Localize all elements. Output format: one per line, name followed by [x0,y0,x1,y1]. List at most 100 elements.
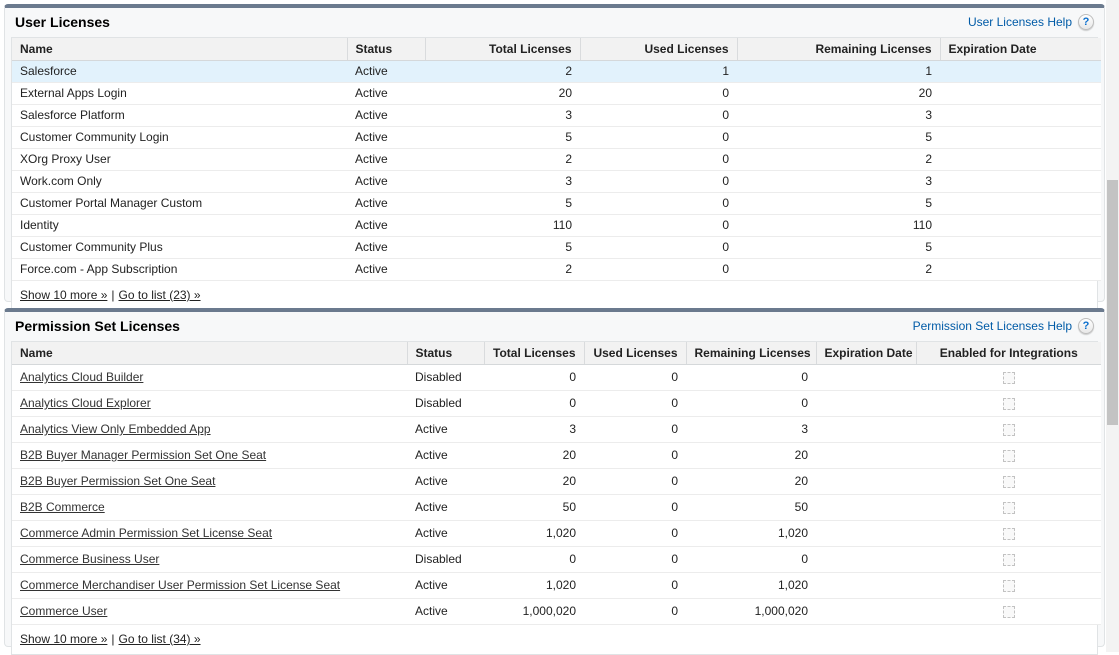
license-name-link[interactable]: B2B Commerce [20,500,105,514]
cell-status: Active [347,148,425,171]
cell-status: Disabled [407,546,484,573]
column-header-name: Name [12,38,348,61]
license-name-link[interactable]: Analytics View Only Embedded App [20,422,211,436]
enabled-for-integrations-checkbox [1002,501,1015,514]
cell-expiration-date [940,236,1101,259]
cell-remaining-licenses: 1 [737,60,940,83]
cell-status: Active [347,236,425,259]
cell-name: XOrg Proxy User [12,148,347,171]
cell-used-licenses: 0 [580,170,737,193]
show-more-link[interactable]: Show 10 more » [20,632,108,646]
table-row: Commerce Admin Permission Set License Se… [12,520,1101,547]
license-name-link[interactable]: Commerce Merchandiser User Permission Se… [20,578,341,592]
cell-name: B2B Buyer Manager Permission Set One Sea… [12,442,407,469]
license-name-link[interactable]: B2B Buyer Permission Set One Seat [20,474,216,488]
cell-enabled-for-integrations [916,494,1101,521]
column-header-name: Name [12,342,408,365]
footer-separator: | [111,632,115,646]
cell-expiration-date [940,214,1101,237]
table-row: Salesforce Active 2 1 1 [12,60,1101,83]
cell-remaining-licenses: 50 [686,494,816,521]
column-header-used-licenses: Used Licenses [584,342,687,365]
cell-enabled-for-integrations [916,364,1101,391]
cell-remaining-licenses: 20 [686,442,816,469]
cell-status: Active [407,598,484,625]
table-row: B2B Buyer Manager Permission Set One Sea… [12,442,1101,469]
cell-used-licenses: 1 [580,60,737,83]
cell-remaining-licenses: 0 [686,364,816,391]
permission-set-licenses-help: Permission Set Licenses Help ? [913,318,1094,334]
cell-used-licenses: 0 [580,192,737,215]
user-licenses-table: Name Status Total Licenses Used Licenses… [12,38,1101,281]
cell-total-licenses: 2 [425,148,580,171]
column-header-expiration-date: Expiration Date [940,38,1101,61]
cell-used-licenses: 0 [580,214,737,237]
cell-status: Active [347,60,425,83]
cell-enabled-for-integrations [916,468,1101,495]
cell-name: Identity [12,214,347,237]
column-header-status: Status [347,38,426,61]
column-header-expiration-date: Expiration Date [816,342,917,365]
cell-expiration-date [940,192,1101,215]
cell-name: Customer Community Login [12,126,347,149]
cell-status: Active [347,214,425,237]
license-name-link[interactable]: Commerce User [20,604,108,618]
cell-expiration-date [816,598,916,625]
cell-name: B2B Buyer Permission Set One Seat [12,468,407,495]
cell-used-licenses: 0 [584,468,686,495]
cell-total-licenses: 110 [425,214,580,237]
table-row: Work.com Only Active 3 0 3 [12,170,1101,193]
cell-remaining-licenses: 5 [737,236,940,259]
cell-used-licenses: 0 [580,148,737,171]
cell-remaining-licenses: 3 [686,416,816,443]
user-licenses-footer: Show 10 more » | Go to list (23) » [12,281,1097,310]
cell-used-licenses: 0 [580,104,737,127]
user-licenses-panel-header: User Licenses User Licenses Help ? [5,8,1104,37]
user-licenses-title: User Licenses [15,14,110,30]
column-header-total-licenses: Total Licenses [484,342,585,365]
vertical-scrollbar[interactable] [1106,0,1119,652]
cell-name: Analytics Cloud Explorer [12,390,407,417]
license-name-link[interactable]: Commerce Business User [20,552,160,566]
cell-expiration-date [816,442,916,469]
cell-expiration-date [816,416,916,443]
permission-set-licenses-help-link[interactable]: Permission Set Licenses Help [912,319,1072,333]
cell-used-licenses: 0 [584,390,686,417]
cell-remaining-licenses: 5 [737,192,940,215]
enabled-for-integrations-checkbox [1002,423,1015,436]
cell-expiration-date [940,60,1101,83]
cell-status: Disabled [407,364,484,391]
cell-remaining-licenses: 3 [737,170,940,193]
cell-expiration-date [816,546,916,573]
cell-remaining-licenses: 3 [737,104,940,127]
table-row: Commerce Merchandiser User Permission Se… [12,572,1101,599]
license-name-link[interactable]: B2B Buyer Manager Permission Set One Sea… [20,448,267,462]
enabled-for-integrations-checkbox [1002,579,1015,592]
license-name-link[interactable]: Analytics Cloud Explorer [20,396,151,410]
user-licenses-help-link[interactable]: User Licenses Help [967,15,1072,29]
cell-remaining-licenses: 5 [737,126,940,149]
show-more-link[interactable]: Show 10 more » [20,288,108,302]
scrollbar-thumb[interactable] [1107,180,1118,425]
cell-name: Commerce Merchandiser User Permission Se… [12,572,407,599]
cell-status: Active [347,258,425,281]
column-header-remaining-licenses: Remaining Licenses [737,38,941,61]
cell-expiration-date [940,82,1101,105]
cell-remaining-licenses: 1,000,020 [686,598,816,625]
permission-set-licenses-panel-header: Permission Set Licenses Permission Set L… [5,312,1104,341]
table-row: Commerce User Active 1,000,020 0 1,000,020 [12,598,1101,625]
cell-status: Active [347,126,425,149]
cell-name: Commerce Business User [12,546,407,573]
help-icon[interactable]: ? [1078,14,1094,30]
license-name-link[interactable]: Commerce Admin Permission Set License Se… [20,526,273,540]
cell-name: Salesforce Platform [12,104,347,127]
cell-name: Force.com - App Subscription [12,258,347,281]
cell-status: Active [347,192,425,215]
license-name-link[interactable]: Analytics Cloud Builder [20,370,144,384]
go-to-list-link[interactable]: Go to list (23) » [118,288,201,302]
go-to-list-link[interactable]: Go to list (34) » [118,632,201,646]
table-row: Identity Active 110 0 110 [12,214,1101,237]
cell-status: Active [407,416,484,443]
help-icon[interactable]: ? [1078,318,1094,334]
cell-remaining-licenses: 0 [686,390,816,417]
